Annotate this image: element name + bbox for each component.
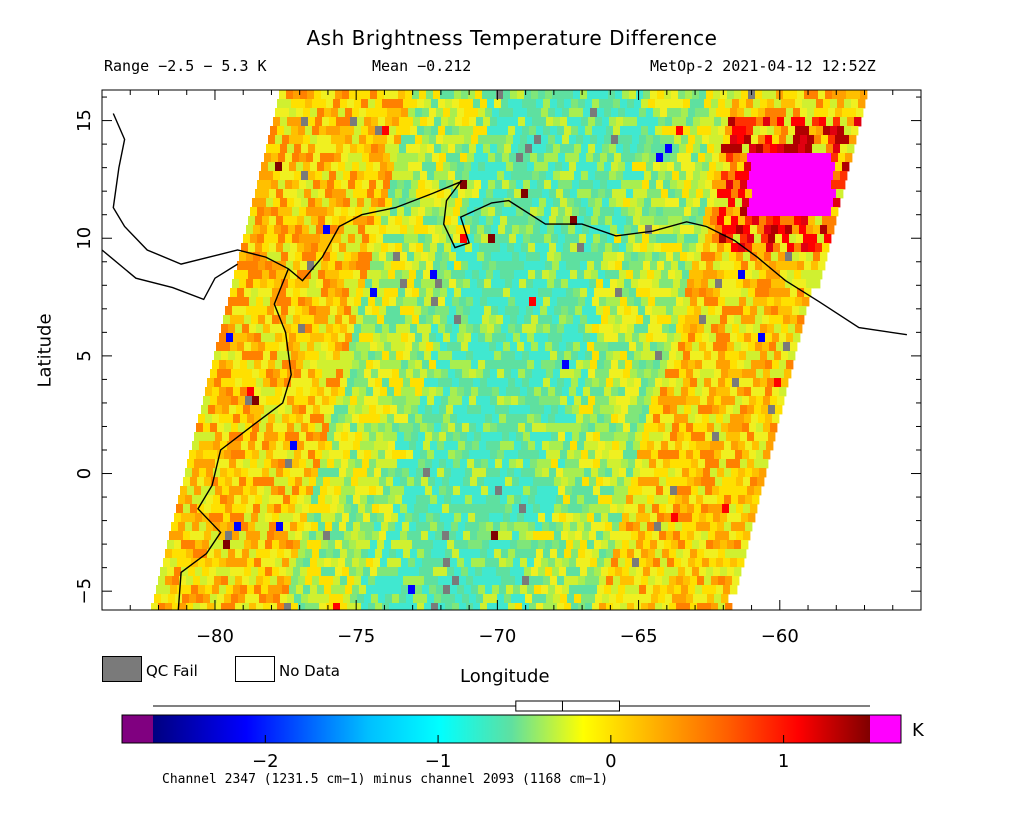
colorbar-over xyxy=(870,715,901,743)
range-readout: Range −2.5 − 5.3 K xyxy=(104,57,267,75)
map-axes: −80 −75 −70 −65 −60 −5 0 5 10 15 xyxy=(74,90,921,647)
x-tick-label: −65 xyxy=(620,626,658,647)
x-tick-label: −80 xyxy=(196,626,234,647)
colorbar-box xyxy=(515,700,620,712)
y-tick-label: −5 xyxy=(74,578,95,605)
map-frame xyxy=(101,89,922,611)
colorbar-gradient xyxy=(153,715,870,743)
qc-fail-swatch xyxy=(102,656,142,682)
qc-fail-label: QC Fail xyxy=(146,662,198,680)
y-axis-label: Latitude xyxy=(34,313,56,388)
no-data-label: No Data xyxy=(279,662,340,680)
mean-readout: Mean −0.212 xyxy=(372,57,472,75)
x-tick-label: −75 xyxy=(337,626,375,647)
no-data-swatch xyxy=(235,656,275,682)
y-tick-label: 0 xyxy=(74,468,95,479)
y-tick-label: 10 xyxy=(74,227,95,250)
channel-footnote: Channel 2347 (1231.5 cm−1) minus channel… xyxy=(162,772,609,787)
swath-pixels xyxy=(151,90,868,610)
colorbar-tick-label: −2 xyxy=(252,751,279,772)
colorbar-under xyxy=(122,715,153,743)
coastline xyxy=(102,113,908,610)
satellite-timestamp: MetOp-2 2021-04-12 12:52Z xyxy=(650,57,876,75)
x-tick-label: −60 xyxy=(761,626,799,647)
colorbar-tick-label: −1 xyxy=(425,751,452,772)
x-tick-label: −70 xyxy=(478,626,516,647)
colorbar-unit: K xyxy=(912,720,924,741)
colorbar-tick-label: 1 xyxy=(778,751,789,772)
x-axis-label: Longitude xyxy=(460,666,550,687)
y-tick-label: 5 xyxy=(74,350,95,361)
colorbar-tick-label: 0 xyxy=(605,751,616,772)
colorbar: −2 −1 0 1 xyxy=(121,700,902,772)
chart-title: Ash Brightness Temperature Difference xyxy=(306,26,718,50)
y-tick-label: 15 xyxy=(74,109,95,132)
colorbar-frame xyxy=(121,714,902,744)
